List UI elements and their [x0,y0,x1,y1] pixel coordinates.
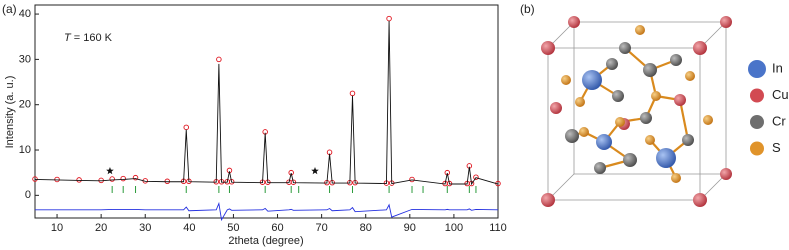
impurity-star [106,167,114,175]
x-tick-label: 70 [315,222,327,234]
observed-point [446,180,453,187]
observed-point [473,174,479,180]
y-tick-label: 20 [19,99,31,111]
x-tick-label: 20 [95,222,107,234]
observed-point [32,176,38,182]
annotation-text: = 160 K [74,32,113,44]
legend-label: In [772,60,783,75]
observed-point [228,178,235,185]
x-tick-label: 40 [183,222,195,234]
y-tick-label: 30 [19,53,31,65]
series-line [35,201,499,222]
observed-point [109,176,115,182]
observed-point [349,90,356,97]
plot-area [32,15,501,222]
y-tick-label: 10 [19,144,31,156]
impurity-star [311,167,319,175]
panel-label: (a) [2,2,17,16]
legend-label: S [772,140,781,155]
legend-label: Cr [772,113,786,128]
y-tick-label: 40 [19,8,31,20]
x-tick-label: 90 [404,222,416,234]
legend-swatch [748,60,766,78]
annotation-var: T [64,32,72,44]
observed-point [386,15,392,22]
x-axis-label: 2theta (degree) [228,235,303,247]
y-axis-label: Intensity (a. u.) [4,76,16,149]
atoms [541,16,732,207]
observed-point [183,124,189,131]
x-tick-label: 10 [51,222,63,234]
plot-frame [34,4,499,219]
legend-swatch [750,115,764,129]
legend-label: Cu [772,87,789,102]
x-tick-label: 80 [360,222,372,234]
x-tick-label: 60 [271,222,283,234]
observed-point [290,179,297,185]
observed-point [409,176,415,183]
legend-swatch [750,141,764,156]
series-line [34,20,499,186]
y-tick-label: 0 [25,189,31,201]
observed-point [132,174,139,181]
panel-label: (b) [520,2,535,16]
x-tick-label: 110 [489,222,507,234]
crystal-structure [541,16,732,207]
x-tick-label: 50 [227,222,239,234]
annotation: T = 160 K [64,32,113,44]
observed-point [216,56,222,63]
x-tick-label: 30 [139,222,151,234]
observed-point [120,175,126,182]
x-tick-label: 100 [445,222,463,234]
legend-swatch [750,88,764,103]
